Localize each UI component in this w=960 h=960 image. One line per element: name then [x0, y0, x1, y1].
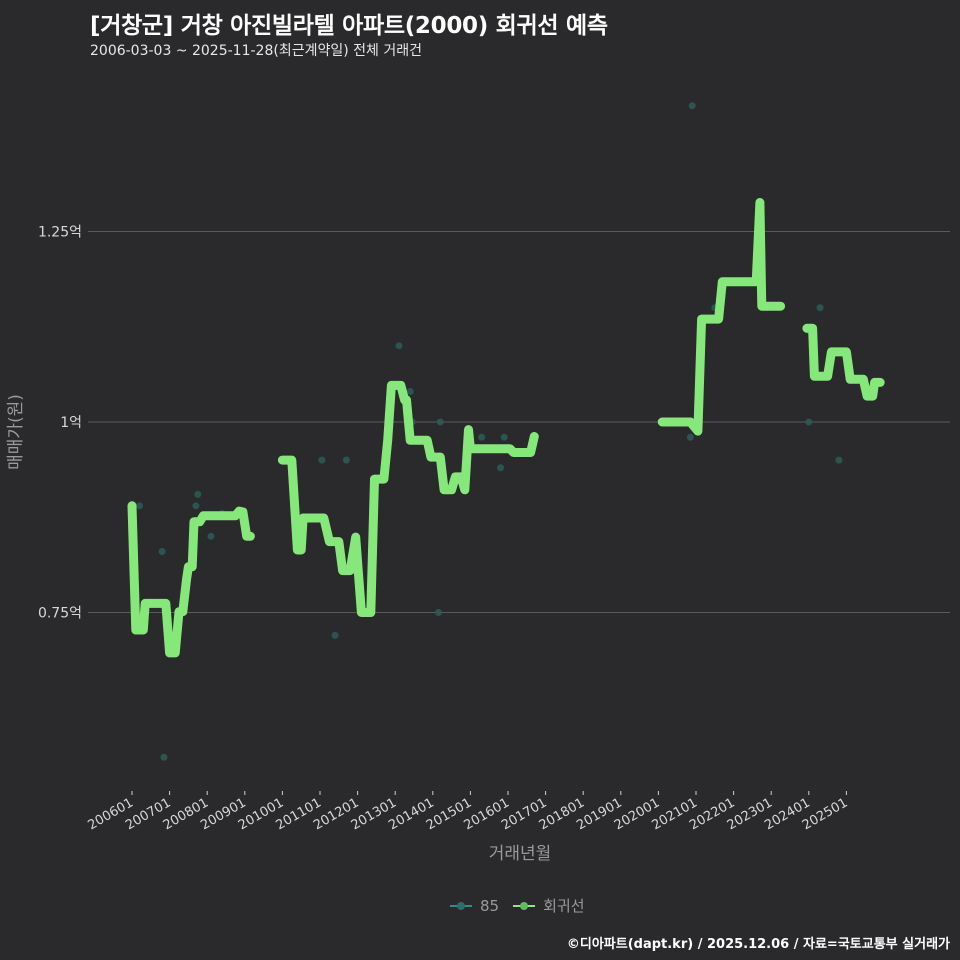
chart-subtitle: 2006-03-03 ~ 2025-11-28(최근계약일) 전체 거래건 — [90, 43, 422, 59]
y-tick-label: 0.75억 — [38, 606, 82, 622]
scatter-point — [395, 342, 403, 350]
scatter-points-85 — [136, 102, 843, 761]
scatter-point — [160, 753, 168, 761]
y-axis-title: 매매가(원) — [6, 394, 26, 470]
scatter-point — [436, 418, 444, 426]
scatter-point — [406, 388, 414, 396]
x-axis-title: 거래년월 — [489, 844, 552, 864]
scatter-point — [835, 456, 843, 464]
footer-credit: ©디아파트(dapt.kr) / 2025.12.06 / 자료=국토교통부 실… — [566, 937, 950, 952]
x-axis-ticks: 2006012007012008012009012010012011012012… — [86, 791, 850, 833]
scatter-point — [158, 548, 166, 556]
scatter-point — [192, 502, 200, 510]
scatter-point — [434, 609, 442, 616]
legend: 85 회귀선 — [450, 895, 591, 916]
scatter-point — [500, 433, 508, 441]
scatter-point — [318, 456, 326, 464]
regression-line-segment — [802, 323, 885, 401]
regression-line-segment — [657, 198, 786, 436]
legend-key-85-icon — [450, 900, 472, 912]
gridlines — [88, 231, 950, 613]
y-tick-label: 1.25억 — [38, 225, 82, 241]
legend-label-regression: 회귀선 — [543, 897, 585, 915]
regression-line — [127, 198, 885, 658]
regression-line-segment — [127, 501, 255, 658]
scatter-point — [478, 433, 486, 441]
scatter-point — [207, 532, 215, 540]
scatter-point — [688, 102, 696, 110]
scatter-point — [816, 304, 824, 312]
regression-line-segment — [277, 380, 539, 617]
legend-key-regression-icon — [513, 900, 536, 912]
scatter-point — [496, 464, 504, 472]
scatter-point — [805, 418, 813, 426]
scatter-point — [136, 502, 144, 510]
y-tick-label: 1억 — [60, 415, 82, 431]
legend-label-85: 85 — [480, 896, 500, 915]
scatter-point — [686, 433, 694, 441]
scatter-point — [194, 490, 202, 498]
scatter-point — [331, 631, 339, 639]
y-axis-ticks: 0.75억 1억 1.25억 — [38, 225, 82, 622]
legend-item-regression[interactable]: 회귀선 — [513, 895, 585, 916]
chart-title: [거창군] 거창 아진빌라텔 아파트(2000) 회귀선 예측 — [90, 13, 608, 39]
legend-item-85[interactable]: 85 — [450, 897, 499, 915]
scatter-point — [342, 456, 350, 464]
